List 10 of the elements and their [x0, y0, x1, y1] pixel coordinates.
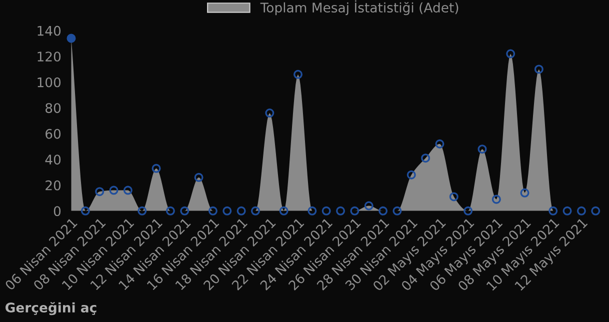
text: Gerçeğini aç [6, 302, 96, 316]
y-tick-label: 0 [54, 206, 61, 216]
y-tick-label: 20 [46, 180, 61, 190]
legend-label: Toplam Mesaj İstatistiği (Adet) [260, 0, 458, 16]
y-tick-label: 80 [46, 103, 61, 114]
y-tick-label: 60 [46, 128, 61, 139]
y-tick-label: 100 [38, 77, 61, 88]
y-tick-label: 40 [45, 154, 61, 165]
y-tick-label: 140 [38, 26, 61, 36]
y-tick-label: 120 [38, 52, 61, 62]
